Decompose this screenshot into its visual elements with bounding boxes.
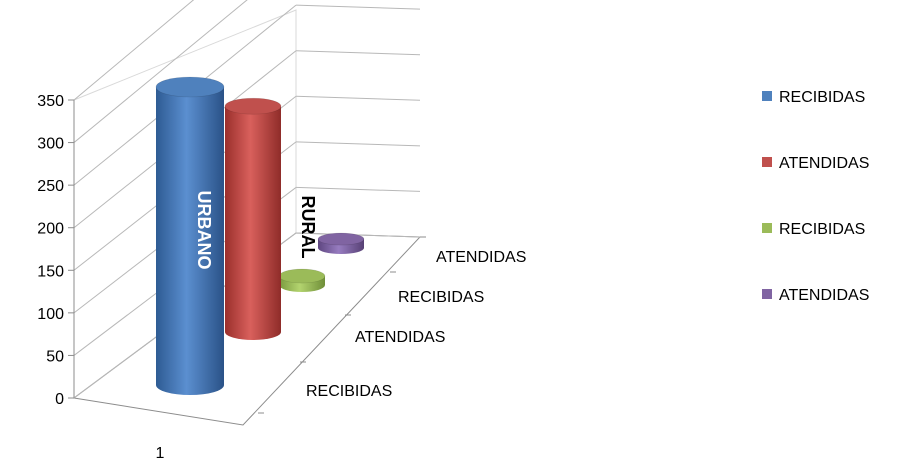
y-tick-label: 350 bbox=[37, 93, 64, 110]
legend: RECIBIDAS ATENDIDAS RECIBIDAS ATENDIDAS bbox=[762, 89, 869, 304]
legend-swatch-1 bbox=[762, 157, 772, 167]
bar-top bbox=[278, 268, 326, 284]
y-tick-label: 300 bbox=[37, 136, 64, 153]
bar-2 bbox=[278, 268, 326, 292]
gridline-back bbox=[295, 95, 421, 101]
gridline-back bbox=[295, 141, 421, 147]
bar-top bbox=[317, 232, 365, 246]
bar-body bbox=[156, 87, 224, 395]
legend-label-0: RECIBIDAS bbox=[779, 89, 865, 106]
gridline-back bbox=[295, 232, 421, 238]
y-tick-label: 250 bbox=[37, 178, 64, 195]
legend-swatch-2 bbox=[762, 223, 772, 233]
annotation-rural: RURAL bbox=[298, 196, 318, 259]
bar-top bbox=[155, 76, 225, 98]
legend-label-2: RECIBIDAS bbox=[779, 221, 865, 238]
gridline-back bbox=[295, 4, 421, 10]
y-tick-label: 200 bbox=[37, 221, 64, 238]
legend-label-1: ATENDIDAS bbox=[779, 155, 869, 172]
bar-1 bbox=[224, 97, 282, 340]
y-axis-ticks: 0 50 100 150 200 250 300 350 bbox=[37, 93, 75, 408]
chart-bars bbox=[155, 76, 365, 395]
x-tick-label: 1 bbox=[156, 445, 165, 462]
gridline-back bbox=[295, 186, 421, 192]
y-tick-label: 150 bbox=[37, 263, 64, 280]
bar-0 bbox=[155, 76, 225, 395]
depth-tick-label: ATENDIDAS bbox=[355, 329, 445, 346]
bar-3 bbox=[317, 232, 365, 254]
y-tick-label: 50 bbox=[46, 348, 64, 365]
bar-top bbox=[224, 97, 282, 115]
depth-tick-label: ATENDIDAS bbox=[436, 249, 526, 266]
legend-swatch-0 bbox=[762, 91, 772, 101]
gridline-left bbox=[73, 0, 248, 143]
legend-label-3: ATENDIDAS bbox=[779, 287, 869, 304]
depth-tick-label: RECIBIDAS bbox=[398, 289, 484, 306]
annotation-urbano: URBANO bbox=[194, 191, 214, 270]
depth-tick-label: RECIBIDAS bbox=[306, 383, 392, 400]
gridline-left bbox=[73, 0, 195, 101]
bar-body bbox=[225, 106, 281, 340]
y-tick-label: 100 bbox=[37, 306, 64, 323]
y-tick-label: 0 bbox=[55, 391, 64, 408]
gridline-back bbox=[295, 50, 421, 56]
depth-axis-ticks: RECIBIDAS ATENDIDAS RECIBIDAS ATENDIDAS bbox=[258, 236, 526, 414]
legend-swatch-3 bbox=[762, 289, 772, 299]
